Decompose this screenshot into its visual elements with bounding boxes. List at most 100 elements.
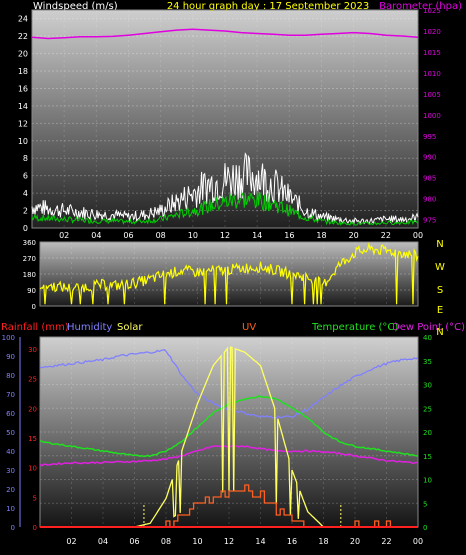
time-tick-label: 16 bbox=[287, 537, 297, 546]
temperature-legend: Temperature (°C) bbox=[311, 322, 398, 333]
barometer-tick-label: 1015 bbox=[423, 49, 441, 57]
humidity-tick-label: 60 bbox=[6, 410, 15, 418]
time-tick-label: 20 bbox=[350, 537, 360, 546]
barometer-tick-label: 975 bbox=[423, 217, 436, 225]
humidity-tick-label: 100 bbox=[2, 334, 15, 342]
direction-tick-label: 0 bbox=[32, 303, 36, 311]
time-tick-label: 16 bbox=[284, 231, 294, 240]
time-tick-label: 18 bbox=[316, 231, 326, 240]
compass-label: N bbox=[436, 327, 443, 338]
time-tick-label: 02 bbox=[66, 537, 76, 546]
compass-label: N bbox=[436, 239, 443, 250]
humidity-tick-label: 20 bbox=[6, 486, 15, 494]
time-tick-label: 04 bbox=[91, 231, 101, 240]
humidity-tick-label: 30 bbox=[6, 467, 15, 475]
wind-average-series bbox=[31, 190, 419, 227]
humidity-tick-label: 40 bbox=[6, 448, 15, 456]
windspeed-tick-label: 22 bbox=[18, 32, 28, 41]
direction-tick-label: 270 bbox=[23, 255, 36, 263]
time-tick-label: 08 bbox=[161, 537, 171, 546]
humidity-tick-label: 80 bbox=[6, 372, 15, 380]
barometer-tick-label: 980 bbox=[423, 196, 436, 204]
rainfall-tick-label: 20 bbox=[28, 405, 37, 413]
time-tick-label: 14 bbox=[255, 537, 265, 546]
direction-tick-label: 360 bbox=[23, 239, 36, 247]
temperature-tick-label: 20 bbox=[423, 429, 432, 437]
humidity-tick-label: 90 bbox=[6, 353, 15, 361]
wind-panel-frame bbox=[31, 9, 419, 229]
rainfall-tick-label: 0 bbox=[33, 524, 37, 532]
windspeed-tick-label: 20 bbox=[18, 50, 28, 59]
time-tick-label: 00 bbox=[413, 537, 423, 546]
time-tick-label: 10 bbox=[192, 537, 202, 546]
windspeed-tick-label: 0 bbox=[23, 224, 28, 233]
rainfall-tick-label: 5 bbox=[33, 494, 37, 502]
windspeed-tick-label: 10 bbox=[18, 137, 28, 146]
windspeed-axis-title: Windspeed (m/s) bbox=[33, 1, 118, 12]
rainfall-tick-label: 30 bbox=[28, 346, 37, 354]
time-tick-label: 18 bbox=[318, 537, 328, 546]
humidity-tick-label: 0 bbox=[11, 524, 15, 532]
time-tick-label: 22 bbox=[381, 231, 391, 240]
barometer-tick-label: 1025 bbox=[423, 7, 441, 15]
barometer-tick-label: 985 bbox=[423, 175, 436, 183]
time-tick-label: 22 bbox=[381, 537, 391, 546]
time-tick-label: 04 bbox=[98, 537, 108, 546]
dewpoint-legend: Dew Point (°C) bbox=[392, 322, 465, 333]
temperature-tick-label: 15 bbox=[423, 453, 432, 461]
time-tick-label: 14 bbox=[252, 231, 262, 240]
humidity-tick-label: 70 bbox=[6, 391, 15, 399]
time-tick-label: 06 bbox=[123, 231, 133, 240]
wind-panel-background bbox=[32, 10, 418, 228]
temperature-tick-label: 25 bbox=[423, 405, 432, 413]
windspeed-tick-label: 4 bbox=[23, 189, 28, 198]
barometer-tick-label: 1020 bbox=[423, 28, 441, 36]
temperature-tick-label: 0 bbox=[423, 524, 427, 532]
windspeed-tick-label: 6 bbox=[23, 172, 28, 181]
compass-label: E bbox=[437, 305, 443, 316]
humidity-tick-label: 10 bbox=[6, 505, 15, 513]
direction-tick-label: 180 bbox=[23, 271, 36, 279]
temperature-tick-label: 5 bbox=[423, 500, 427, 508]
windspeed-tick-label: 2 bbox=[23, 207, 28, 216]
temperature-tick-label: 35 bbox=[423, 358, 432, 366]
compass-label: W bbox=[435, 262, 445, 273]
rainfall-legend: Rainfall (mm) bbox=[1, 322, 69, 333]
windspeed-tick-label: 16 bbox=[18, 84, 28, 93]
temperature-tick-label: 10 bbox=[423, 477, 432, 485]
direction-tick-label: 90 bbox=[27, 287, 36, 295]
graph-title: 24 hour graph day : 17 September 2023 bbox=[167, 1, 369, 12]
time-tick-label: 02 bbox=[59, 231, 69, 240]
barometer-tick-label: 1005 bbox=[423, 91, 441, 99]
barometer-axis-title: Barometer (hpa) bbox=[379, 1, 462, 12]
humidity-tick-label: 50 bbox=[6, 429, 15, 437]
rainfall-tick-label: 10 bbox=[28, 465, 37, 473]
humidity-legend: Humidity bbox=[67, 322, 112, 333]
compass-label: S bbox=[437, 285, 443, 296]
windspeed-tick-label: 8 bbox=[23, 154, 28, 163]
time-tick-label: 12 bbox=[224, 537, 234, 546]
time-tick-label: 06 bbox=[129, 537, 139, 546]
barometer-tick-label: 1000 bbox=[423, 112, 441, 120]
barometer-tick-label: 1010 bbox=[423, 70, 441, 78]
time-tick-label: 12 bbox=[220, 231, 230, 240]
solar-legend: Solar bbox=[117, 322, 143, 333]
temperature-series bbox=[39, 395, 419, 458]
time-tick-label: 10 bbox=[188, 231, 198, 240]
windspeed-tick-label: 18 bbox=[18, 67, 28, 76]
temperature-tick-label: 40 bbox=[423, 334, 432, 342]
windspeed-tick-label: 24 bbox=[18, 15, 28, 24]
rainfall-tick-label: 25 bbox=[28, 376, 37, 384]
time-tick-label: 08 bbox=[156, 231, 166, 240]
barometer-tick-label: 995 bbox=[423, 133, 436, 141]
time-tick-label: 20 bbox=[349, 231, 359, 240]
barometer-tick-label: 990 bbox=[423, 154, 436, 162]
wind-direction-series bbox=[39, 241, 419, 305]
windspeed-tick-label: 12 bbox=[18, 119, 28, 128]
rainfall-tick-label: 15 bbox=[28, 435, 37, 443]
barometer-series bbox=[31, 28, 419, 40]
humidity-series bbox=[39, 349, 419, 419]
wind-gust-series bbox=[31, 152, 419, 225]
time-tick-label: 00 bbox=[413, 231, 423, 240]
